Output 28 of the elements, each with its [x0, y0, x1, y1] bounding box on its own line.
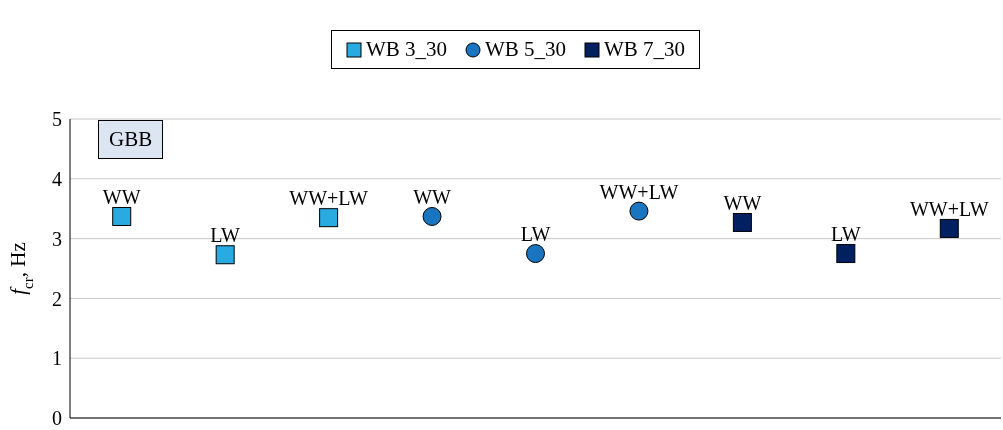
point: [319, 208, 339, 228]
point: [422, 206, 442, 226]
text-box: GBB: [98, 120, 164, 159]
point: [836, 244, 856, 264]
data-label: LW: [210, 224, 241, 247]
point: [939, 218, 959, 238]
data-label: LW: [520, 223, 551, 246]
legend-label: WB 5_30: [484, 37, 567, 62]
legend-label: WB 7_30: [604, 37, 686, 62]
y-tick-label: 3: [52, 227, 62, 250]
point: [732, 212, 752, 232]
data-label: LW: [831, 223, 861, 246]
point: [112, 206, 132, 226]
data-label: WW+LW: [909, 197, 989, 220]
y-tick-label: 4: [52, 167, 62, 190]
data-label: WW: [102, 185, 141, 208]
legend-label: WB 3_30: [365, 37, 447, 62]
point: [526, 244, 545, 264]
y-tick-label: 1: [52, 347, 62, 370]
data-label: WW: [723, 191, 762, 214]
data-label: WW+LW: [599, 180, 679, 203]
y-tick-label: 5: [52, 108, 62, 131]
data-label: WW: [413, 185, 452, 208]
y-tick-label: 2: [52, 287, 62, 310]
data-label: WW+LW: [289, 187, 369, 210]
y-tick-label: 0: [52, 407, 62, 430]
point: [629, 201, 649, 221]
point: [215, 245, 235, 265]
